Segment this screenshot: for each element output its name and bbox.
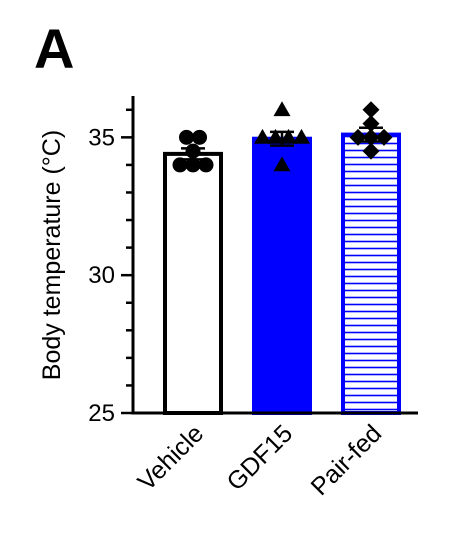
data-point-circle [186,144,201,159]
data-point-circle [199,157,214,172]
data-point-triangle [274,101,291,116]
category-label-vehicle: Vehicle [132,419,209,496]
y-axis: 25 30 35 [88,110,133,427]
data-point-triangle [293,129,310,144]
category-label-pair-fed: Pair-fed [306,419,388,501]
data-point-diamond [363,115,380,132]
bar-vehicle [165,154,221,413]
category-labels: Vehicle GDF15 Pair-fed [132,419,387,501]
data-point-circle [173,157,188,172]
y-tick-label: 35 [88,124,115,151]
y-tick-label: 25 [88,400,115,427]
panel-label: A [34,17,74,80]
category-label-gdf15: GDF15 [221,419,298,496]
data-point-circle [192,130,207,145]
data-point-circle [179,130,194,145]
y-axis-title: Body temperature (°C) [38,130,66,380]
y-tick-label: 30 [88,262,115,289]
data-point-circle [186,157,201,172]
bar-gdf15 [254,139,310,413]
bar-pair-fed [343,135,399,413]
